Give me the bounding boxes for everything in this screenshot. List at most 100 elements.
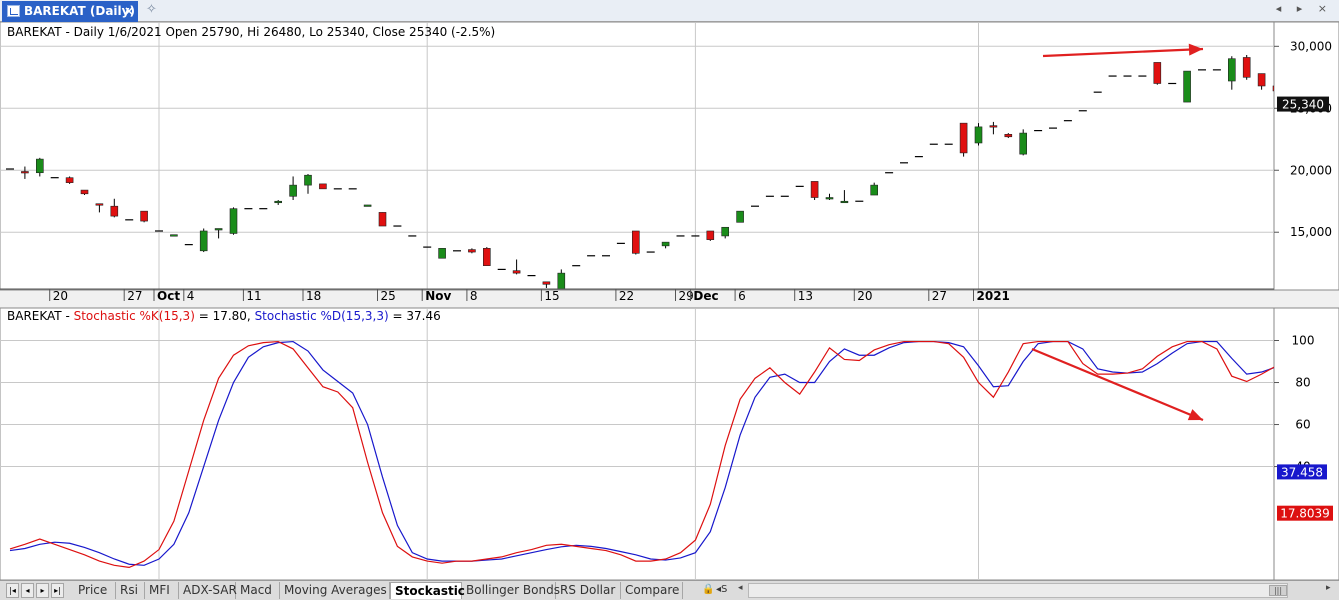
stochastic-gridlines (0, 309, 1274, 580)
candle-body (140, 210, 148, 222)
price-ytick-label: 15,000 (1290, 225, 1332, 239)
x-tick-label: Dec (693, 289, 718, 303)
window-controls[interactable]: ◂ ▸ × (1275, 2, 1333, 15)
sheet-tab-price[interactable]: Price (74, 582, 116, 599)
trend-arrow-stochastic (1031, 347, 1204, 422)
candle-body (438, 248, 446, 259)
sheet-tab-rsi[interactable]: Rsi (116, 582, 145, 599)
x-tick-label: 6 (738, 289, 746, 303)
x-tick-label: 27 (932, 289, 947, 303)
candle-body (631, 230, 640, 254)
stochastic-d-tag-label: 37.458 (1281, 465, 1323, 479)
sheet-tab-moving-averages[interactable]: Moving Averages (280, 582, 390, 599)
sheet-tab-mfi[interactable]: MFI (145, 582, 179, 599)
candle-body (304, 174, 312, 186)
x-tick-label: 18 (306, 289, 321, 303)
stochastic-k-value: 17.80 (213, 309, 247, 323)
candle-body (706, 230, 715, 240)
candle-body (482, 248, 491, 266)
trend-arrow-price (1042, 43, 1204, 58)
candle-body (35, 158, 44, 174)
sheet-tab-bar: |◂ ◂ ▸ ▸| Price Rsi MFI ADX-SAR Macd Moving A… (0, 580, 1339, 600)
price-axis-pane (1273, 22, 1339, 291)
stochastic-pane (0, 307, 1275, 580)
x-tick-label: 11 (246, 289, 261, 303)
new-tab-icon[interactable]: ✧ (146, 2, 157, 17)
horizontal-scrollbar[interactable]: ||| (748, 583, 1288, 598)
close-tab-icon[interactable]: × (123, 4, 134, 18)
x-tick-label: 4 (187, 289, 195, 303)
x-tick-label: 25 (381, 289, 396, 303)
candle-body (959, 122, 968, 154)
candle-body (661, 241, 670, 247)
candle-body (170, 234, 178, 237)
x-tick-label: 15 (544, 289, 559, 303)
x-tick-label: 29 (679, 289, 694, 303)
candle-body (110, 205, 119, 217)
candle-body (274, 200, 283, 204)
candle-body (1004, 134, 1013, 138)
stochastic-k-tag: 17.8039 (1277, 505, 1333, 521)
chart-icon (7, 5, 20, 17)
candle-body (214, 228, 223, 231)
candle-body (95, 203, 104, 206)
x-tick-label: 20 (53, 289, 68, 303)
stochastic-ytick-label: 80 (1295, 376, 1310, 390)
stochastic-d-tag: 37.458 (1277, 464, 1327, 480)
date-x-axis: 20 27 Oct 4 11 18 25 Nov 8 15 22 29 Dec 6 13 20 27 2021 (0, 288, 1274, 303)
candle-body (80, 189, 89, 195)
last-price-tag: 25,340 (1277, 96, 1329, 112)
candlestick-series (6, 54, 1274, 289)
prev-sheet-button[interactable]: ◂ (21, 583, 34, 598)
x-tick-label: Nov (425, 289, 451, 303)
document-tab[interactable]: BAREKAT (Daily) × (2, 1, 138, 22)
lock-icon[interactable]: 🔒 (702, 584, 715, 595)
stochastic-line (9, 340, 1274, 566)
scroll-right-icon[interactable]: ▸ (1326, 583, 1331, 593)
arrow-shaft (1031, 347, 1204, 422)
stochastic-title: BAREKAT - Stochastic %K(15,3) = 17.80, S… (7, 309, 441, 323)
arrow-head (1188, 43, 1203, 56)
sheet-tab-compare[interactable]: Compare (621, 582, 683, 599)
candle-body (542, 281, 551, 285)
price-chart-title: BAREKAT - Daily 1/6/2021 Open 25790, Hi … (7, 25, 495, 39)
x-tick-label: Oct (157, 289, 180, 303)
candle-body (1242, 57, 1251, 78)
sheet-tab-bollinger-bonds[interactable]: Bollinger Bonds (462, 582, 560, 599)
candle-body (1272, 85, 1274, 92)
price-ytick-label: 20,000 (1290, 163, 1332, 177)
sheet-tab-rs-dollar[interactable]: RS Dollar (556, 582, 621, 599)
candle-body (199, 230, 208, 252)
snap-icon[interactable]: ◂S (716, 584, 728, 595)
stochastic-ytick-label: 100 (1292, 334, 1315, 348)
x-tick-label: 8 (470, 289, 478, 303)
document-tab-bar: BAREKAT (Daily) × ✧ ◂ ▸ × (0, 0, 1339, 22)
candle-body (989, 125, 998, 128)
candle-body (1183, 70, 1191, 103)
candle-body (65, 177, 74, 183)
candle-body (1257, 73, 1266, 87)
sheet-tab-stockastic[interactable]: Stockastic (390, 582, 465, 599)
last-sheet-button[interactable]: ▸| (51, 583, 64, 598)
x-tick-label: 2021 (977, 289, 1010, 303)
x-tick-label: 27 (127, 289, 142, 303)
arrow-head (1187, 409, 1203, 421)
price-ytick-label: 30,000 (1290, 39, 1332, 53)
sheet-tab-adx-sar[interactable]: ADX-SAR (179, 582, 237, 599)
candle-body (870, 184, 879, 196)
sheet-tab-macd[interactable]: Macd (236, 582, 280, 599)
candle-body (825, 197, 834, 200)
next-sheet-button[interactable]: ▸ (36, 583, 49, 598)
candle-body (557, 272, 566, 289)
candle-body (319, 183, 327, 190)
candle-body (974, 126, 983, 144)
stochastic-k-tag-label: 17.8039 (1280, 507, 1330, 521)
stochastic-line (9, 340, 1274, 569)
stochastic-k-name: Stochastic %K(15,3) (74, 309, 195, 323)
scrollbar-thumb[interactable]: ||| (1269, 585, 1287, 596)
candle-body (810, 181, 819, 198)
x-tick-label: 20 (857, 289, 872, 303)
scroll-left-icon[interactable]: ◂ (738, 583, 743, 593)
first-sheet-button[interactable]: |◂ (6, 583, 19, 598)
